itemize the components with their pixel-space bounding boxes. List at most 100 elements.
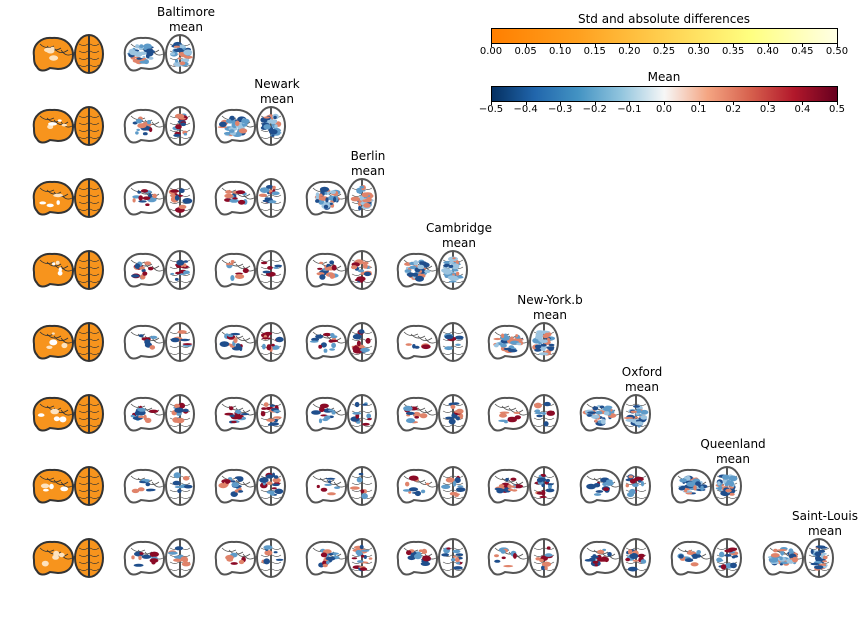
sagittal-outline xyxy=(32,36,75,72)
brain-pair-5-5 xyxy=(487,394,559,434)
axial-view xyxy=(165,322,195,362)
gyrus-line xyxy=(271,568,282,571)
activation-blob xyxy=(627,492,634,498)
gyrus-line xyxy=(351,194,362,197)
activation-blob xyxy=(361,493,368,500)
gyrus-line xyxy=(78,259,89,262)
activation-blob xyxy=(265,474,274,479)
gyrus-line xyxy=(636,489,647,492)
site-name: Berlin xyxy=(350,149,386,163)
site-name: Oxford xyxy=(621,365,663,379)
activation-blob xyxy=(367,418,372,421)
activation-blob xyxy=(268,200,277,204)
activation-blob xyxy=(545,478,551,483)
axial-view xyxy=(74,34,104,74)
axial-view xyxy=(712,466,742,506)
activation-blob xyxy=(593,493,602,496)
activation-blob xyxy=(174,546,184,551)
activation-blob xyxy=(134,263,141,270)
activation-blob xyxy=(271,191,280,196)
activation-blob xyxy=(224,193,234,199)
activation-blob xyxy=(139,266,146,270)
sagittal-view xyxy=(305,540,349,576)
activation-blob xyxy=(441,553,450,557)
activation-blob xyxy=(274,488,284,494)
gyrus-line xyxy=(78,417,89,420)
activation-blob xyxy=(133,563,144,567)
colorbar-tick xyxy=(594,44,596,47)
activation-blob xyxy=(58,552,65,558)
activation-blob xyxy=(722,479,726,482)
activation-blob xyxy=(593,483,601,488)
colorbar-tick xyxy=(802,44,804,47)
gyrus-line xyxy=(169,129,180,132)
activation-blob xyxy=(49,483,54,490)
activation-blob xyxy=(43,488,49,492)
axial-view xyxy=(347,322,377,362)
gyrus-line xyxy=(78,331,89,334)
activation-blob xyxy=(362,199,371,203)
activation-blob xyxy=(142,132,148,136)
activation-blob xyxy=(494,487,502,491)
activation-blob xyxy=(49,339,58,346)
gyrus-line xyxy=(260,208,271,211)
activation-blob xyxy=(535,557,541,561)
activation-blob xyxy=(414,553,422,560)
activation-blob xyxy=(134,410,141,416)
activation-blob xyxy=(144,339,151,345)
activation-blob xyxy=(40,483,50,489)
gyrus-line xyxy=(727,568,738,571)
gyrus-line xyxy=(533,561,544,564)
gyrus-line xyxy=(442,410,453,413)
colorbar-tick xyxy=(837,102,838,105)
gyrus-line xyxy=(716,547,727,550)
brain-pair-7-3 xyxy=(305,538,377,578)
activation-blob xyxy=(455,416,460,421)
activation-blob xyxy=(630,410,638,413)
sagittal-view xyxy=(487,396,531,432)
gyrus-line xyxy=(271,352,282,355)
activation-blob xyxy=(333,552,337,556)
colorbar-tick xyxy=(767,44,769,47)
activation-blob xyxy=(452,549,461,554)
gyrus-line xyxy=(46,477,62,483)
activation-blob xyxy=(359,195,364,201)
activation-blob xyxy=(331,264,337,271)
axial-view xyxy=(256,394,286,434)
activation-blob xyxy=(640,559,647,564)
brain-pair-1-1 xyxy=(123,106,195,146)
brain-pair-2-1 xyxy=(123,178,195,218)
sagittal-view xyxy=(305,468,349,504)
gyrus-line xyxy=(78,561,89,564)
activation-blob xyxy=(258,193,268,197)
activation-blob xyxy=(503,333,508,338)
activation-blob xyxy=(405,411,415,415)
activation-blob xyxy=(180,58,190,62)
gyrus-line xyxy=(60,49,76,56)
activation-blob xyxy=(500,343,507,348)
activation-blob xyxy=(178,188,185,193)
gyrus-line xyxy=(169,496,180,499)
activation-blob xyxy=(225,554,234,561)
activation-blob xyxy=(233,414,244,418)
site-title: Berlin mean xyxy=(313,149,423,179)
gyrus-line xyxy=(424,337,440,344)
gyrus-line xyxy=(625,496,636,499)
brain-pair-5-3 xyxy=(305,394,377,434)
activation-blob xyxy=(55,260,60,265)
activation-blob xyxy=(408,487,419,492)
sagittal-view xyxy=(670,468,714,504)
activation-blob xyxy=(507,416,517,420)
activation-blob xyxy=(319,403,329,409)
gyrus-line xyxy=(78,201,89,204)
gyrus-line xyxy=(89,273,100,276)
activation-blob xyxy=(319,186,330,192)
sagittal-view xyxy=(214,468,258,504)
activation-blob xyxy=(263,545,273,550)
gyrus-line xyxy=(442,561,453,564)
activation-blob xyxy=(136,57,142,60)
gyrus-line xyxy=(89,194,100,197)
mean-label: mean xyxy=(259,92,295,106)
activation-blob xyxy=(183,270,190,275)
